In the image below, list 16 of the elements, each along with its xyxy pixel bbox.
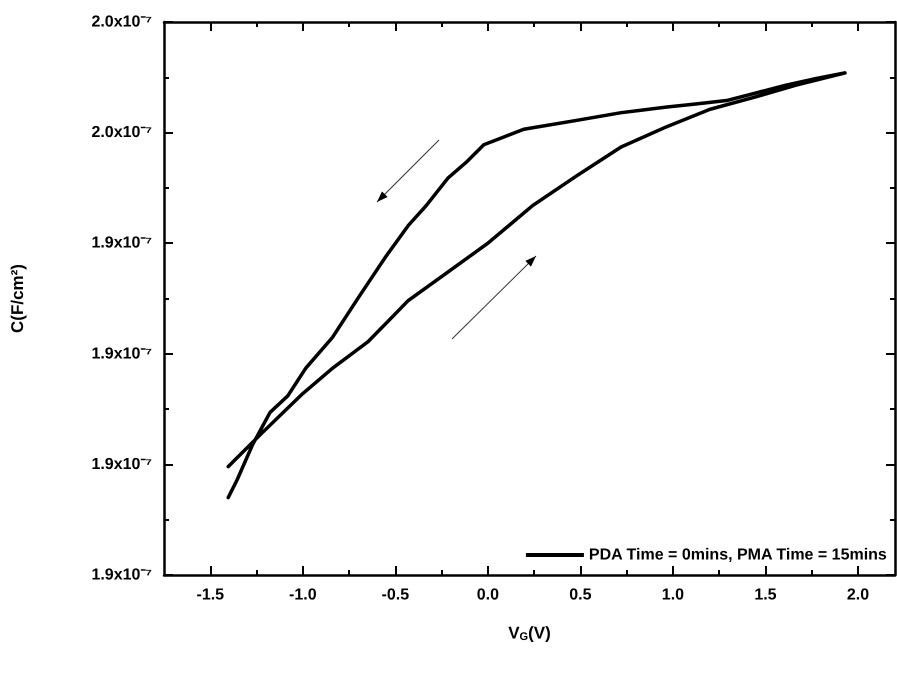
x-tick-label: -0.5 xyxy=(382,586,410,604)
y-tick-label: 2.0x10⁻⁷ xyxy=(91,14,152,30)
x-tick-label: 1.5 xyxy=(754,586,777,604)
x-tick-label: -1.0 xyxy=(289,586,317,604)
y-tick-label: 1.9x10⁻⁷ xyxy=(91,456,152,473)
y-tick-label: 1.9x10⁻⁷ xyxy=(91,234,152,252)
x-tick-label: 0.0 xyxy=(476,586,500,604)
y-tick-label: 1.9x10⁻⁷ xyxy=(91,566,152,584)
legend-label: PDA Time = 0mins, PMA Time = 15mins xyxy=(588,546,887,564)
x-tick-label: 1.0 xyxy=(662,586,684,604)
y-tick-label: 2.0x10⁻⁷ xyxy=(91,124,152,142)
x-tick-label: 2.0 xyxy=(846,586,870,604)
y-axis-title: C(F/cm²) xyxy=(8,264,27,333)
x-tick-label: 0.5 xyxy=(569,586,592,604)
x-tick-label: -1.5 xyxy=(196,586,224,604)
y-tick-label: 1.9x10⁻⁷ xyxy=(91,345,152,362)
